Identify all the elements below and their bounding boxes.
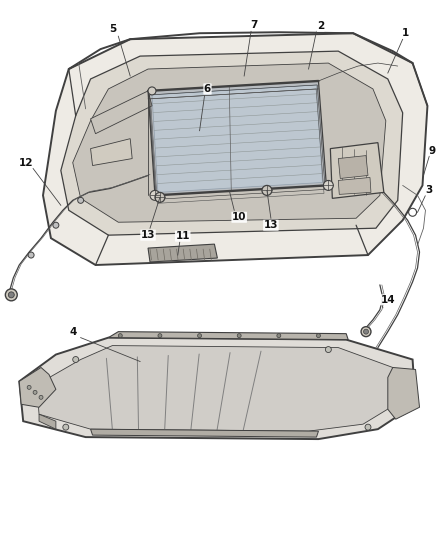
Polygon shape — [148, 244, 217, 262]
Polygon shape — [61, 51, 403, 235]
Circle shape — [237, 334, 241, 337]
Polygon shape — [338, 177, 371, 195]
Polygon shape — [330, 143, 384, 198]
Polygon shape — [91, 429, 318, 437]
Text: 11: 11 — [176, 231, 190, 241]
Text: 13: 13 — [264, 220, 278, 230]
Circle shape — [325, 346, 331, 352]
Text: 3: 3 — [426, 185, 433, 196]
Text: 14: 14 — [381, 295, 395, 305]
Circle shape — [277, 334, 281, 337]
Polygon shape — [388, 367, 420, 419]
Circle shape — [323, 181, 333, 190]
Circle shape — [361, 327, 371, 337]
Text: 1: 1 — [402, 28, 409, 38]
Circle shape — [73, 357, 79, 362]
Circle shape — [409, 208, 417, 216]
Circle shape — [63, 424, 69, 430]
Text: 10: 10 — [232, 212, 247, 222]
Text: 9: 9 — [429, 146, 436, 156]
Circle shape — [198, 334, 201, 337]
Polygon shape — [37, 345, 396, 431]
Circle shape — [33, 390, 37, 394]
Circle shape — [5, 289, 17, 301]
Polygon shape — [19, 337, 416, 439]
Circle shape — [53, 222, 59, 228]
Polygon shape — [152, 85, 322, 192]
Circle shape — [28, 252, 34, 258]
Circle shape — [317, 334, 321, 337]
Text: 5: 5 — [109, 24, 116, 34]
Polygon shape — [19, 367, 56, 407]
Circle shape — [262, 185, 272, 196]
Circle shape — [78, 197, 84, 203]
Circle shape — [39, 395, 43, 399]
Text: 12: 12 — [19, 158, 33, 167]
Polygon shape — [91, 91, 152, 134]
Polygon shape — [148, 81, 326, 196]
Text: 6: 6 — [204, 84, 211, 94]
Text: 13: 13 — [141, 230, 155, 240]
Polygon shape — [108, 332, 348, 340]
Circle shape — [155, 192, 165, 203]
Circle shape — [148, 87, 156, 95]
Circle shape — [150, 190, 160, 200]
Polygon shape — [43, 33, 427, 265]
Text: 2: 2 — [317, 21, 324, 31]
Text: 7: 7 — [251, 20, 258, 30]
Circle shape — [27, 385, 31, 389]
Circle shape — [118, 334, 122, 337]
Circle shape — [8, 292, 14, 298]
Polygon shape — [91, 139, 132, 166]
Circle shape — [365, 424, 371, 430]
Polygon shape — [338, 156, 368, 179]
Circle shape — [158, 334, 162, 337]
Polygon shape — [73, 63, 386, 222]
Polygon shape — [39, 414, 56, 429]
Text: 4: 4 — [69, 327, 76, 337]
Circle shape — [364, 329, 368, 334]
